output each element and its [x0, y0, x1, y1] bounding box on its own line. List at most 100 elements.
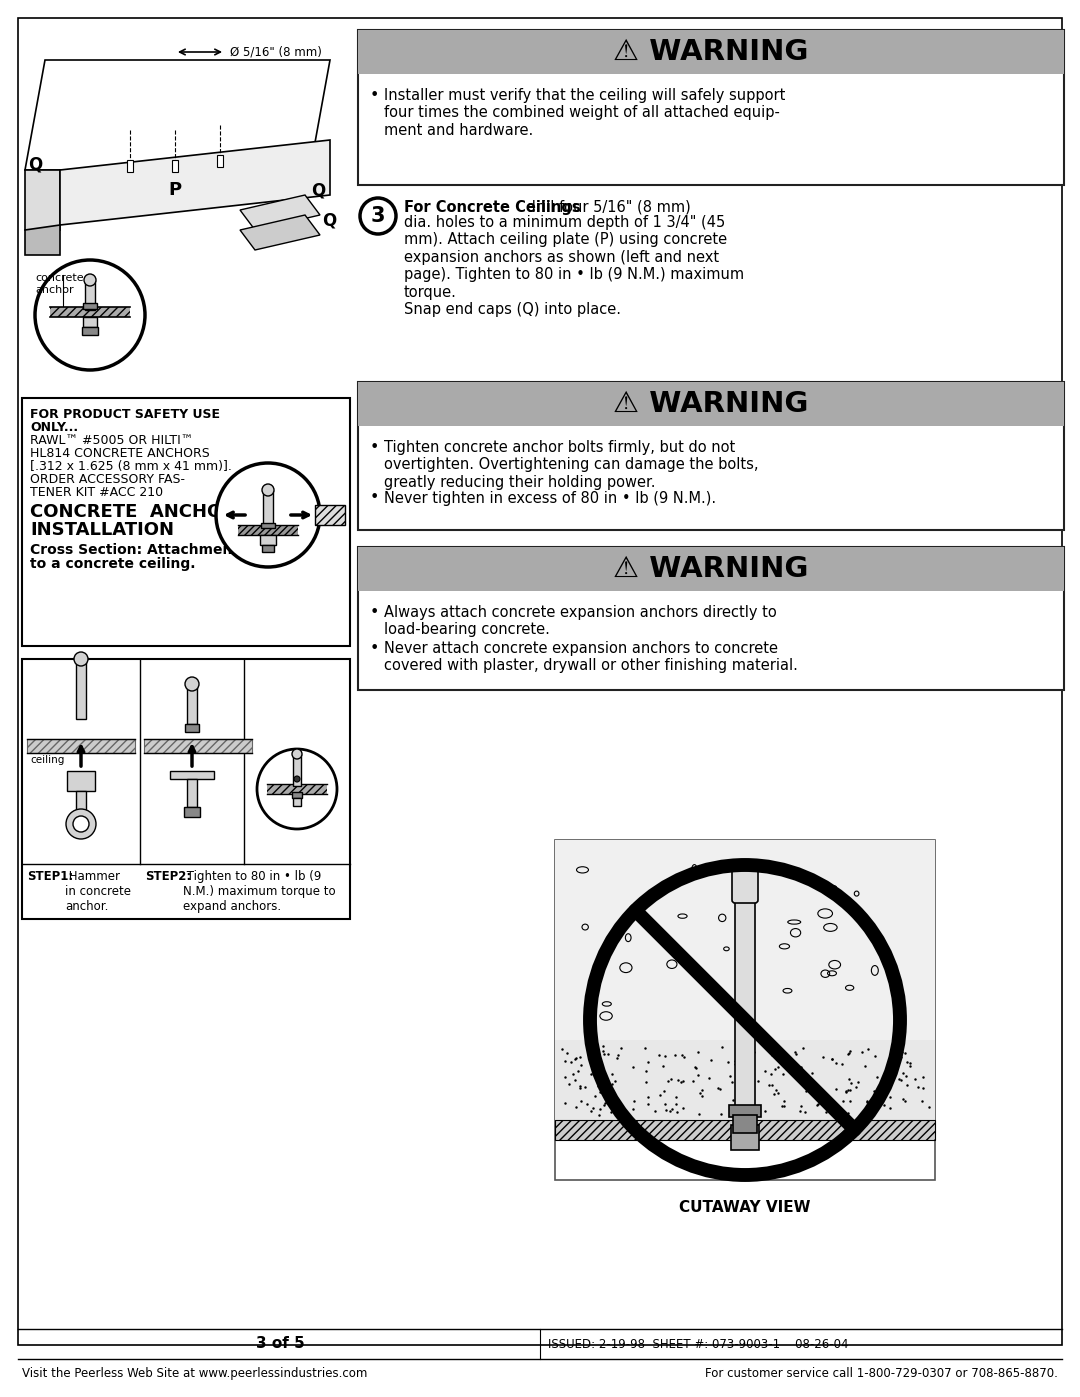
Bar — [217, 155, 222, 168]
Text: ⚠ WARNING: ⚠ WARNING — [613, 555, 809, 583]
Bar — [144, 739, 252, 753]
Text: Tighten to 80 in • lb (9
N.M.) maximum torque to
expand anchors.: Tighten to 80 in • lb (9 N.M.) maximum t… — [183, 870, 336, 914]
Text: 3: 3 — [370, 205, 386, 226]
Text: Never tighten in excess of 80 in • lb (9 N.M.).: Never tighten in excess of 80 in • lb (9… — [384, 490, 716, 506]
Polygon shape — [60, 140, 330, 225]
Bar — [85, 279, 95, 310]
Bar — [82, 327, 98, 335]
Text: FOR PRODUCT SAFETY USE: FOR PRODUCT SAFETY USE — [30, 408, 220, 420]
Text: RAWL™ #5005 OR HILTI™: RAWL™ #5005 OR HILTI™ — [30, 434, 193, 447]
Bar — [22, 22, 352, 372]
Text: ORDER ACCESSORY FAS-: ORDER ACCESSORY FAS- — [30, 474, 185, 486]
Text: Always attach concrete expansion anchors directly to
load-bearing concrete.: Always attach concrete expansion anchors… — [384, 605, 777, 637]
Bar — [293, 754, 301, 787]
Bar — [27, 739, 135, 753]
Text: HL814 CONCRETE ANCHORS: HL814 CONCRETE ANCHORS — [30, 447, 210, 460]
Bar — [261, 522, 275, 528]
Text: Q: Q — [311, 182, 325, 198]
Bar — [555, 840, 935, 1039]
Bar — [170, 771, 214, 780]
Bar — [260, 535, 276, 545]
Text: For customer service call 1-800-729-0307 or 708-865-8870.: For customer service call 1-800-729-0307… — [705, 1368, 1058, 1380]
Bar — [735, 895, 755, 1125]
Bar — [729, 1105, 761, 1118]
Circle shape — [257, 749, 337, 828]
Text: Never attach concrete expansion anchors to concrete
covered with plaster, drywal: Never attach concrete expansion anchors … — [384, 641, 798, 673]
Bar — [733, 1115, 757, 1133]
Text: drill four 5/16" (8 mm): drill four 5/16" (8 mm) — [522, 200, 691, 215]
Bar — [357, 381, 1064, 426]
Text: CUTAWAY VIEW: CUTAWAY VIEW — [679, 1200, 811, 1215]
Text: Tighten concrete anchor bolts firmly, but do not
overtighten. Overtightening can: Tighten concrete anchor bolts firmly, bu… — [384, 440, 758, 490]
Circle shape — [73, 816, 89, 833]
Polygon shape — [240, 196, 320, 231]
Circle shape — [262, 483, 274, 496]
FancyBboxPatch shape — [732, 862, 758, 902]
Circle shape — [35, 260, 145, 370]
Bar — [555, 1039, 935, 1120]
Bar — [172, 161, 178, 172]
Text: For Concrete Ceilings: For Concrete Ceilings — [404, 200, 581, 215]
Bar — [264, 490, 273, 527]
Circle shape — [292, 749, 302, 759]
Bar — [731, 1125, 759, 1150]
Bar — [22, 398, 350, 645]
Text: Installer must verify that the ceiling will safely support
four times the combin: Installer must verify that the ceiling w… — [384, 88, 785, 138]
Circle shape — [216, 462, 320, 567]
Bar — [262, 545, 274, 552]
Text: ceiling: ceiling — [30, 754, 65, 766]
Circle shape — [294, 775, 300, 782]
Text: CONCRETE  ANCHOR: CONCRETE ANCHOR — [30, 503, 237, 521]
Text: •: • — [369, 490, 379, 506]
Circle shape — [75, 652, 87, 666]
Bar — [267, 784, 327, 793]
Polygon shape — [25, 225, 60, 256]
Text: •: • — [369, 440, 379, 455]
Text: concrete: concrete — [35, 272, 83, 284]
Text: to a concrete ceiling.: to a concrete ceiling. — [30, 557, 195, 571]
Circle shape — [66, 809, 96, 840]
Bar — [293, 798, 301, 806]
Text: Ø 5/16" (8 mm): Ø 5/16" (8 mm) — [230, 46, 322, 59]
Text: ⚠ WARNING: ⚠ WARNING — [613, 38, 809, 66]
Text: Q: Q — [322, 211, 336, 229]
Text: Visit the Peerless Web Site at www.peerlessindustries.com: Visit the Peerless Web Site at www.peerl… — [22, 1368, 367, 1380]
Polygon shape — [240, 215, 320, 250]
Text: ISSUED: 2-19-98  SHEET #: 073-9003-1    08-26-04: ISSUED: 2-19-98 SHEET #: 073-9003-1 08-2… — [548, 1337, 849, 1351]
Circle shape — [185, 678, 199, 692]
Bar — [83, 317, 97, 327]
Bar — [292, 792, 302, 798]
Bar — [357, 29, 1064, 184]
Polygon shape — [25, 170, 60, 231]
Bar — [22, 659, 350, 919]
Text: Hammer
in concrete
anchor.: Hammer in concrete anchor. — [65, 870, 131, 914]
Text: INSTALLATION: INSTALLATION — [30, 521, 174, 539]
Bar — [50, 307, 130, 317]
Bar — [187, 780, 197, 807]
Text: •: • — [369, 88, 379, 103]
Polygon shape — [25, 60, 330, 170]
Bar — [187, 685, 197, 724]
Text: dia. holes to a minimum depth of 1 3/4" (45
mm). Attach ceiling plate (P) using : dia. holes to a minimum depth of 1 3/4" … — [404, 215, 744, 317]
Bar — [315, 504, 345, 525]
Bar — [357, 548, 1064, 591]
Text: [.312 x 1.625 (8 mm x 41 mm)].: [.312 x 1.625 (8 mm x 41 mm)]. — [30, 460, 232, 474]
Text: STEP2:: STEP2: — [145, 870, 191, 883]
Text: STEP1:: STEP1: — [27, 870, 73, 883]
Bar — [83, 303, 97, 309]
Text: •: • — [369, 605, 379, 620]
Bar — [185, 724, 199, 732]
Text: •: • — [369, 641, 379, 657]
Bar — [67, 771, 95, 791]
Circle shape — [360, 198, 396, 235]
Bar — [357, 548, 1064, 690]
Text: Q: Q — [28, 156, 42, 175]
Bar — [76, 659, 86, 719]
Text: anchor: anchor — [35, 285, 73, 295]
Bar — [184, 807, 200, 817]
Bar — [555, 1120, 935, 1140]
Text: Cross Section: Attachment: Cross Section: Attachment — [30, 543, 239, 557]
Bar — [127, 161, 133, 172]
Bar — [238, 525, 298, 535]
Text: TENER KIT #ACC 210: TENER KIT #ACC 210 — [30, 486, 163, 499]
